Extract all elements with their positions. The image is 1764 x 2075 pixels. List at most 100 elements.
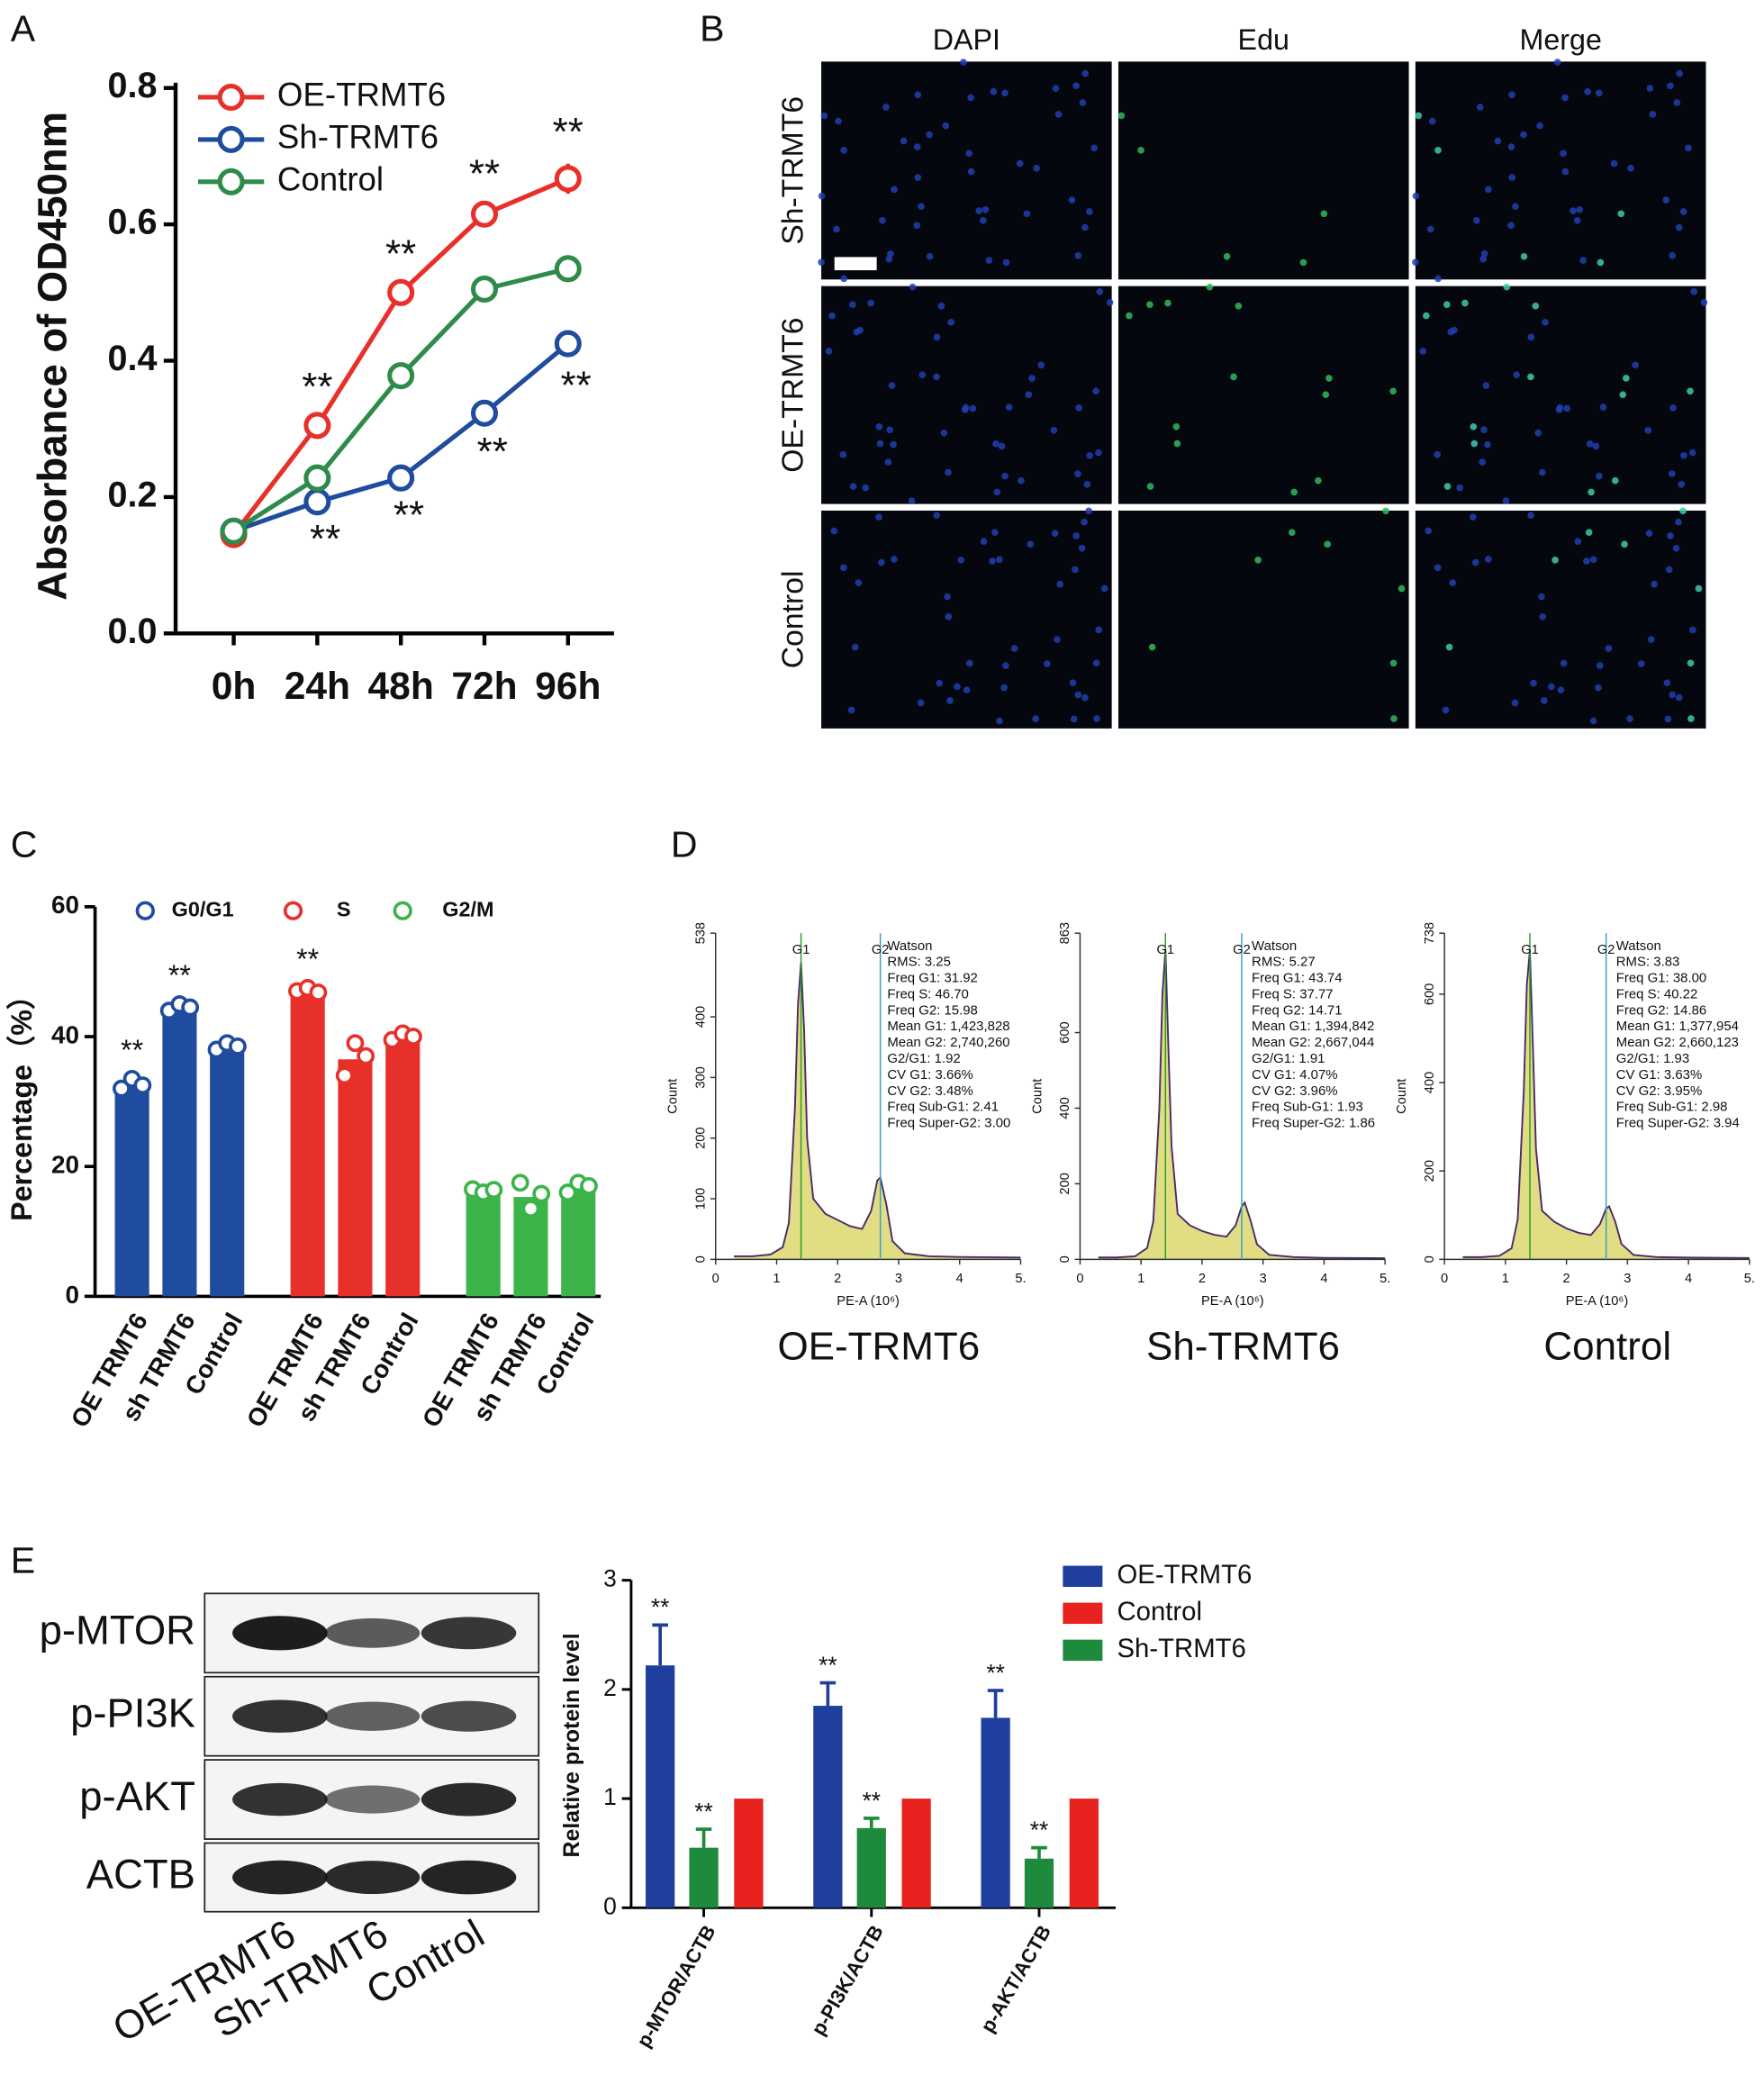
- error-bar: [819, 1681, 837, 1707]
- cell: [1476, 104, 1484, 111]
- x-axis-label: PE-A (10⁶): [1201, 1294, 1264, 1309]
- cell: [1095, 449, 1102, 457]
- stats-line: Freq Super-G2: 3.94: [1616, 1116, 1740, 1131]
- cell: [1576, 205, 1584, 213]
- cell: [954, 683, 961, 691]
- cell: [1412, 192, 1420, 200]
- y-tick-label: 400: [1058, 1097, 1072, 1119]
- y-tick-label: 0: [1058, 1255, 1072, 1263]
- cell: [885, 255, 893, 263]
- cell: [1074, 470, 1081, 477]
- micrograph: [821, 510, 1112, 729]
- cell: [1442, 706, 1450, 714]
- stats-line: Freq G2: 14.71: [1252, 1002, 1342, 1018]
- cell: [963, 686, 971, 693]
- stats-line: CV G2: 3.48%: [887, 1083, 972, 1099]
- cell: [1434, 450, 1441, 458]
- y-axis-label: Absorbance of OD450nm: [30, 112, 76, 601]
- gate-label: G1: [792, 943, 810, 957]
- cell: [940, 429, 948, 437]
- chart-title: Control: [1543, 1325, 1671, 1369]
- stats-line: Mean G2: 2,660,123: [1616, 1035, 1739, 1050]
- cell: [1090, 144, 1098, 152]
- cell: [1667, 532, 1674, 539]
- cell: [884, 458, 892, 466]
- cell: [1470, 439, 1479, 448]
- cell: [992, 440, 1000, 448]
- y-tick-label: 2: [603, 1674, 617, 1701]
- cell: [1527, 333, 1535, 341]
- stats-line: Freq Super-G2: 1.86: [1252, 1116, 1375, 1131]
- cell: [840, 564, 847, 572]
- cell: [1532, 302, 1540, 310]
- significance: **: [819, 1652, 837, 1679]
- cell: [1434, 147, 1442, 154]
- stats-line: Freq G1: 31.92: [887, 971, 977, 986]
- stats-line: Watson: [887, 938, 932, 954]
- cell: [1583, 557, 1590, 565]
- blot-row-label: ACTB: [86, 1852, 195, 1898]
- y-axis-label: Count: [1395, 1079, 1409, 1114]
- y-tick-label: 0.0: [107, 612, 157, 651]
- x-tick-label: 0h: [212, 666, 257, 708]
- cell: [1072, 566, 1079, 574]
- cell: [1540, 697, 1548, 704]
- cell: [1553, 59, 1561, 66]
- cell: [913, 143, 921, 150]
- cell: [990, 87, 998, 95]
- panel-label: B: [700, 8, 724, 50]
- cell: [1539, 612, 1547, 621]
- cell: [840, 275, 847, 283]
- replicate: [113, 1079, 131, 1098]
- cell: [1479, 458, 1486, 466]
- legend-label: OE-TRMT6: [1117, 1560, 1253, 1590]
- cell: [1579, 257, 1587, 264]
- stats-line: Freq S: 37.77: [1252, 986, 1334, 1001]
- significance: **: [385, 232, 416, 276]
- stats-line: G2/G1: 1.91: [1252, 1051, 1325, 1066]
- legend-label: G0/G1: [172, 897, 234, 920]
- cell: [1482, 382, 1490, 389]
- band: [232, 1616, 328, 1651]
- stats-line: Freq Sub-G1: 2.98: [1616, 1100, 1728, 1115]
- cell: [1434, 275, 1442, 283]
- cell: [1667, 82, 1674, 90]
- cell: [933, 333, 941, 341]
- y-tick-label: 20: [51, 1151, 79, 1179]
- cell: [1480, 426, 1488, 434]
- replicate: [404, 1028, 422, 1046]
- cell: [982, 205, 990, 213]
- y-tick-label: 40: [51, 1020, 79, 1048]
- cell: [1626, 715, 1633, 722]
- replicate: [580, 1176, 598, 1195]
- bar: [290, 991, 325, 1297]
- cell: [1325, 375, 1333, 382]
- cell: [1563, 404, 1571, 412]
- histogram-line: [1462, 949, 1750, 1259]
- stats-line: Mean G1: 1,394,842: [1252, 1019, 1374, 1034]
- bar: [689, 1847, 719, 1908]
- x-tick-label: 4: [956, 1272, 963, 1286]
- histogram-line: [734, 962, 1021, 1259]
- cell: [1100, 584, 1108, 593]
- cell: [1589, 717, 1597, 725]
- chart-title: Sh-TRMT6: [1146, 1325, 1340, 1369]
- error-bar: [863, 1817, 880, 1828]
- cell: [853, 328, 861, 336]
- band: [324, 1701, 421, 1731]
- replicate: [521, 1200, 540, 1218]
- cell: [1664, 715, 1672, 723]
- cell: [937, 302, 945, 310]
- cell: [1685, 144, 1692, 152]
- cell: [1137, 147, 1144, 154]
- cell: [1025, 391, 1033, 399]
- cell: [1676, 69, 1683, 77]
- cell: [1412, 258, 1419, 266]
- bar: [646, 1665, 675, 1908]
- y-tick-label: 0.4: [107, 339, 157, 378]
- cell: [1164, 299, 1171, 307]
- x-tick-label: 3: [1260, 1272, 1267, 1286]
- cell: [1028, 375, 1036, 382]
- cell: [1037, 361, 1045, 369]
- micrograph: [821, 61, 1112, 280]
